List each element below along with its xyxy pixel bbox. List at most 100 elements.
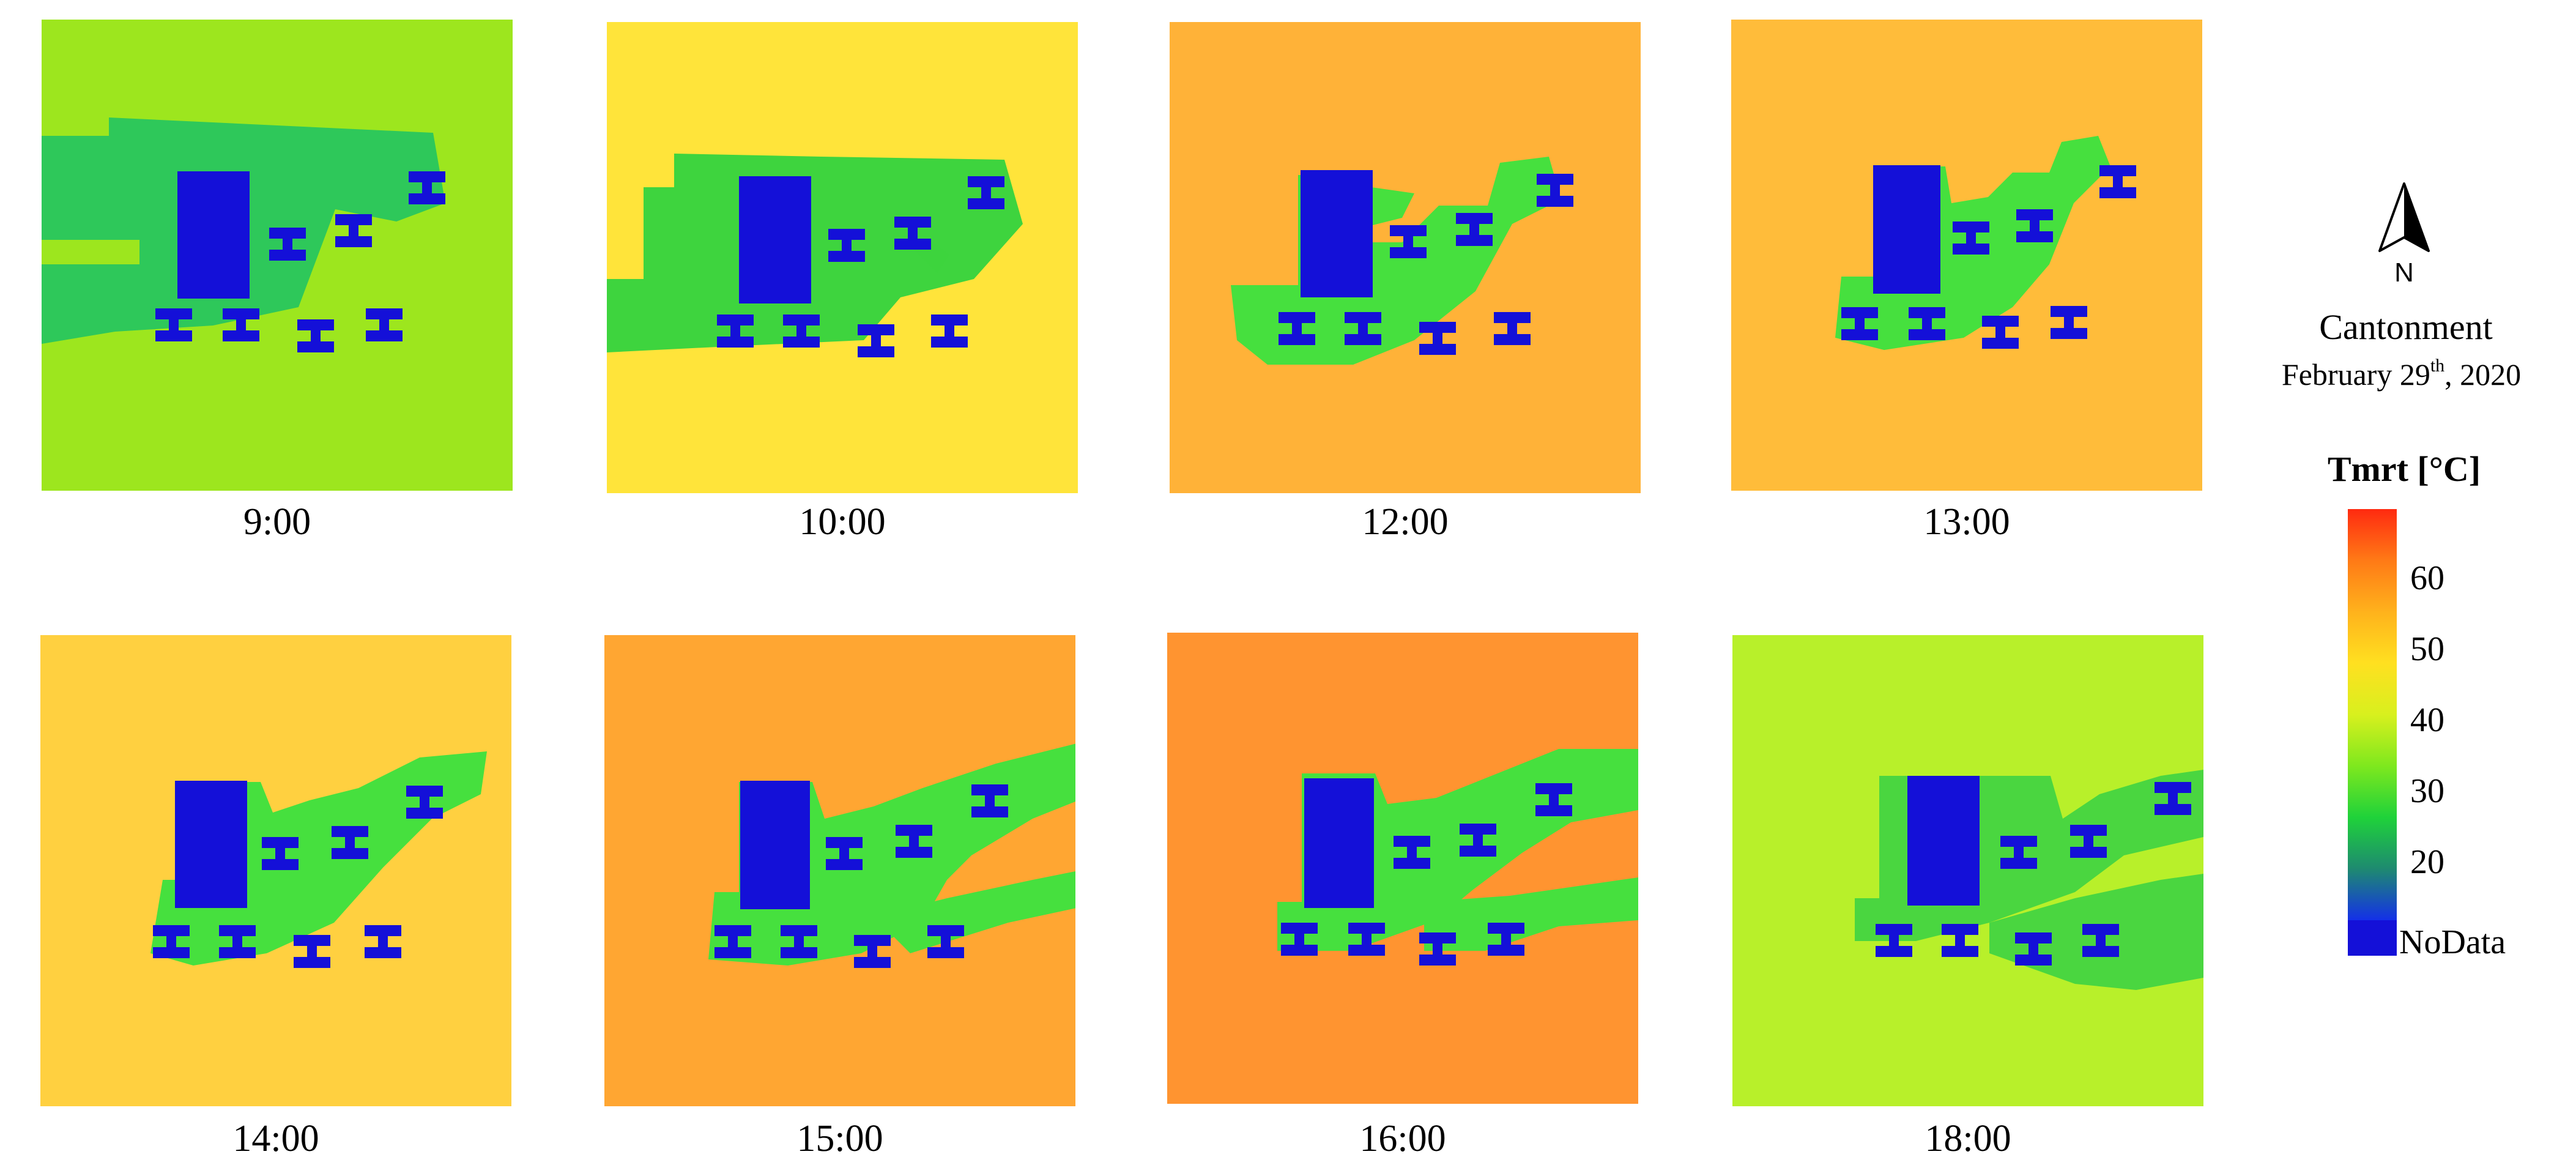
- building: [1488, 923, 1524, 956]
- building: [896, 825, 932, 858]
- map-panel-5: [40, 635, 511, 1106]
- large-building: [175, 781, 247, 908]
- buildings: [1841, 165, 2136, 349]
- building: [1982, 316, 2019, 349]
- building: [1460, 824, 1496, 857]
- building: [894, 217, 931, 250]
- tmrt-map-1000: [607, 22, 1078, 493]
- building: [1942, 924, 1978, 957]
- site-label: Cantonment: [2319, 307, 2493, 347]
- building: [828, 229, 865, 262]
- building: [971, 784, 1008, 817]
- date-year: , 2020: [2444, 357, 2522, 392]
- legend-tick: 30: [2410, 772, 2444, 810]
- building: [153, 925, 190, 958]
- building: [717, 314, 754, 348]
- nodata-swatch: [2348, 920, 2397, 956]
- buildings: [1876, 776, 2191, 966]
- color-scale: [2348, 509, 2397, 956]
- nodata-label: NoData: [2399, 923, 2506, 961]
- building: [1456, 213, 1493, 246]
- building: [1909, 307, 1945, 340]
- legend-tick: 60: [2410, 559, 2444, 597]
- panel-time-label: 9:00: [243, 501, 311, 543]
- building: [2070, 825, 2107, 858]
- map-panel-3: [1170, 22, 1641, 493]
- large-building: [739, 176, 811, 303]
- building: [155, 308, 192, 341]
- panel-time-label: 12:00: [1362, 501, 1449, 543]
- tmrt-map-1200: [1170, 22, 1641, 493]
- building: [927, 925, 964, 958]
- building: [409, 171, 445, 204]
- tmrt-map-1500: [604, 635, 1075, 1106]
- building: [1348, 923, 1385, 956]
- building: [1841, 307, 1878, 340]
- north-arrow-icon: N: [2378, 182, 2430, 288]
- panel-time-label: 16:00: [1359, 1118, 1446, 1159]
- building: [294, 935, 330, 968]
- legend-tick: 20: [2410, 843, 2444, 881]
- large-building: [1907, 776, 1980, 906]
- building: [2082, 924, 2119, 957]
- building: [332, 826, 368, 859]
- building: [223, 308, 259, 341]
- large-building: [177, 171, 250, 299]
- building: [2051, 306, 2087, 339]
- panel-time-label: 10:00: [799, 501, 886, 543]
- tmrt-map-1600: [1167, 633, 1638, 1104]
- building: [1876, 924, 1912, 957]
- date-suffix: th: [2430, 355, 2445, 376]
- building: [781, 925, 817, 958]
- building: [2155, 782, 2191, 815]
- north-label: N: [2394, 258, 2414, 288]
- map-panel-4: [1731, 20, 2202, 491]
- building: [262, 837, 299, 870]
- date-main: February 29: [2281, 357, 2430, 392]
- large-building: [1873, 165, 1940, 294]
- buildings: [715, 781, 1008, 968]
- map-panel-7: [1167, 633, 1638, 1104]
- building: [1281, 923, 1318, 956]
- large-building: [1304, 778, 1374, 908]
- building: [1494, 312, 1531, 345]
- building: [715, 925, 751, 958]
- tmrt-map-1300: [1731, 20, 2202, 491]
- legend-tick: 40: [2410, 701, 2444, 739]
- building: [365, 925, 401, 958]
- building: [1390, 225, 1427, 258]
- building: [335, 214, 372, 247]
- map-panel-6: [604, 635, 1075, 1106]
- building: [968, 176, 1004, 209]
- building: [2016, 209, 2053, 242]
- building: [858, 324, 894, 357]
- building: [1535, 783, 1572, 816]
- map-panel-1: [42, 20, 513, 491]
- buildings: [1281, 778, 1572, 966]
- building: [297, 319, 334, 352]
- building: [2015, 932, 2052, 966]
- building: [783, 314, 820, 348]
- panel-time-label: 13:00: [1923, 501, 2010, 543]
- building: [1537, 174, 1573, 207]
- buildings: [1279, 170, 1573, 355]
- panel-time-label: 14:00: [232, 1118, 319, 1159]
- tmrt-map-0900: [42, 20, 513, 491]
- building: [826, 837, 863, 870]
- building: [1279, 312, 1315, 345]
- tmrt-map-1400: [40, 635, 511, 1106]
- map-panel-8: [1732, 635, 2203, 1106]
- color-scale-gradient: [2348, 509, 2397, 920]
- date-label: February 29th, 2020: [2227, 356, 2576, 393]
- building: [406, 786, 443, 819]
- large-building: [1301, 170, 1373, 297]
- building: [1394, 836, 1430, 869]
- building: [854, 935, 891, 968]
- buildings: [155, 171, 445, 352]
- building: [1419, 322, 1456, 355]
- building: [1345, 312, 1381, 345]
- large-building: [740, 781, 810, 909]
- map-panel-2: [607, 22, 1078, 493]
- building: [219, 925, 256, 958]
- legend-tick: 50: [2410, 630, 2444, 668]
